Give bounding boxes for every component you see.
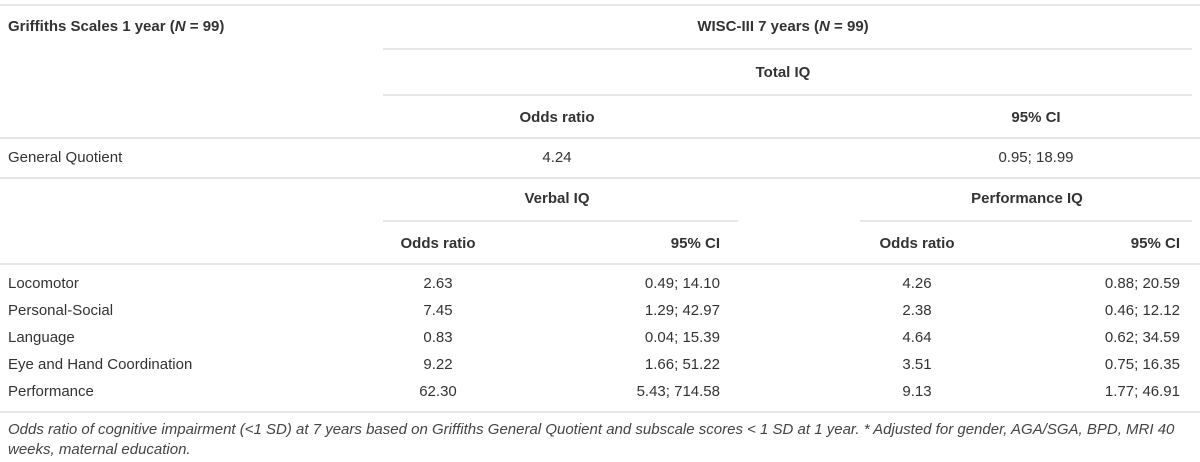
row-label: Eye and Hand Coordination <box>8 356 192 373</box>
group-title: Total IQ <box>756 64 811 81</box>
cell: 0.46; 12.12 <box>1105 302 1180 319</box>
cell: 2.63 <box>423 275 452 292</box>
cell: 4.26 <box>902 275 931 292</box>
row-label: Personal-Social <box>8 302 113 319</box>
cell: 1.77; 46.91 <box>1105 383 1180 400</box>
cell: 7.45 <box>423 302 452 319</box>
row-label: Language <box>8 329 75 346</box>
cell: 4.64 <box>902 329 931 346</box>
header-text: = 99) <box>830 18 869 35</box>
cell: 2.38 <box>902 302 931 319</box>
cell: 3.51 <box>902 356 931 373</box>
column-header: Odds ratio <box>519 109 594 126</box>
cell: 62.30 <box>419 383 457 400</box>
cell: 4.24 <box>542 149 571 166</box>
column-header: 95% CI <box>1011 109 1060 126</box>
cell: 5.43; 714.58 <box>637 383 720 400</box>
group-title: Performance IQ <box>971 190 1083 207</box>
cell: 0.75; 16.35 <box>1105 356 1180 373</box>
cell: 9.13 <box>902 383 931 400</box>
header-text: WISC-III 7 years ( <box>697 18 819 35</box>
cell: 0.49; 14.10 <box>645 275 720 292</box>
column-header: 95% CI <box>671 235 720 252</box>
cell: 1.66; 51.22 <box>645 356 720 373</box>
header-right: WISC-III 7 years (N = 99) <box>697 18 868 35</box>
cell: 0.88; 20.59 <box>1105 275 1180 292</box>
cell: 0.95; 18.99 <box>998 149 1073 166</box>
header-text: = 99) <box>186 18 225 35</box>
header-text: N <box>819 18 831 35</box>
cell: 0.83 <box>423 329 452 346</box>
cell: 9.22 <box>423 356 452 373</box>
cell: 1.29; 42.97 <box>645 302 720 319</box>
table: Griffiths Scales 1 year (N = 99) WISC-II… <box>0 4 1200 413</box>
header-text: Griffiths Scales 1 year ( <box>8 18 175 35</box>
row-label: Locomotor <box>8 275 79 292</box>
column-header: Odds ratio <box>400 235 475 252</box>
footnote: Odds ratio of cognitive impairment (<1 S… <box>8 421 1175 458</box>
header-left: Griffiths Scales 1 year (N = 99) <box>8 18 224 35</box>
cell: 0.04; 15.39 <box>645 329 720 346</box>
column-header: 95% CI <box>1131 235 1180 252</box>
group-title: Verbal IQ <box>524 190 589 207</box>
row-label: General Quotient <box>8 149 123 166</box>
cell: 0.62; 34.59 <box>1105 329 1180 346</box>
column-header: Odds ratio <box>879 235 954 252</box>
header-text: N <box>175 18 187 35</box>
row-label: Performance <box>8 383 94 400</box>
